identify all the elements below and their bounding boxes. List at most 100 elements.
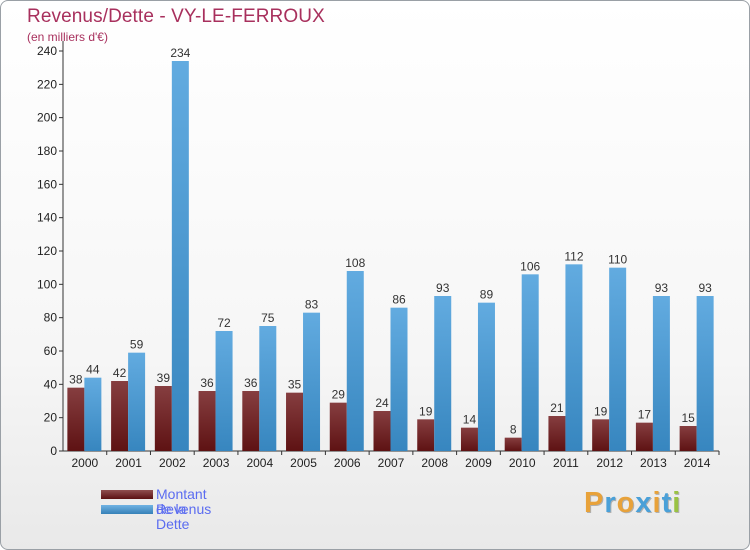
bar-dette [198,391,216,451]
x-tick-label: 2008 [421,456,448,470]
y-tick-label: 60 [44,344,58,358]
y-tick-label: 220 [37,77,57,91]
logo-letter: o [616,487,636,519]
bar-dette [592,419,610,451]
data-label: 75 [261,311,275,325]
data-label: 21 [550,401,564,415]
logo-letter: i [652,487,662,519]
x-tick-label: 2013 [640,456,667,470]
data-label: 42 [113,366,127,380]
bar-revenus [215,331,233,451]
x-tick-label: 2009 [465,456,492,470]
data-label: 39 [157,371,171,385]
y-tick-label: 100 [37,277,57,291]
bar-revenus [477,302,495,451]
data-label: 8 [510,423,517,437]
x-tick-label: 2010 [509,456,536,470]
bar-dette [111,381,129,451]
bar-revenus [652,296,670,451]
bar-revenus [521,274,539,451]
chart-subtitle: (en milliers d'€) [27,30,108,44]
bar-revenus [565,264,583,451]
bar-dette [460,427,478,451]
y-tick-label: 40 [44,377,58,391]
data-label: 38 [69,373,83,387]
data-label: 29 [332,388,346,402]
bar-dette [242,391,260,451]
x-tick-label: 2012 [596,456,623,470]
logo-letter: x [635,487,653,519]
data-label: 93 [655,281,669,295]
data-label: 93 [436,281,450,295]
data-label: 112 [564,249,583,263]
data-label: 24 [375,396,389,410]
bar-revenus [434,296,452,451]
bar-dette [154,386,172,451]
logo-letter: r [604,487,617,519]
x-tick-label: 2000 [72,456,99,470]
bar-dette [67,387,85,451]
y-tick-label: 140 [37,211,57,225]
data-label: 72 [217,316,231,330]
logo-letter: i [672,487,682,519]
x-tick-label: 2007 [378,456,405,470]
data-label: 59 [130,338,144,352]
x-tick-label: 2001 [115,456,142,470]
bar-revenus [128,352,146,451]
bar-revenus [696,296,714,451]
bar-dette [373,411,391,451]
data-label: 93 [698,281,712,295]
data-label: 110 [608,253,627,267]
bar-revenus [84,377,102,451]
data-label: 106 [520,259,540,273]
legend-label-revenus: Revenus [156,501,212,517]
bar-dette [417,419,435,451]
y-tick-label: 160 [37,177,57,191]
data-label: 83 [305,298,319,312]
bar-revenus [609,267,627,451]
data-label: 35 [288,378,302,392]
bar-dette [504,437,522,451]
data-label: 44 [86,363,100,377]
data-label: 19 [419,404,433,418]
legend-label-dette: Montant de la Dette [156,486,207,532]
chart-title: Revenus/Dette - VY-LE-FERROUX [27,6,325,27]
x-tick-label: 2006 [334,456,361,470]
y-tick-label: 240 [37,44,57,58]
bar-dette [286,392,304,451]
y-tick-label: 120 [37,244,57,258]
x-tick-label: 2005 [290,456,317,470]
proxiti-logo: Proxiti [584,487,681,520]
y-tick-label: 200 [37,111,57,125]
bar-revenus [259,326,277,451]
x-tick-label: 2011 [553,456,579,470]
bar-dette [329,402,347,451]
x-tick-label: 2004 [246,456,273,470]
x-tick-label: 2003 [203,456,230,470]
bar-revenus [390,307,408,451]
y-tick-label: 180 [37,144,57,158]
data-label: 15 [681,411,695,425]
legend-swatch-dette [101,490,153,499]
data-label: 36 [200,376,214,390]
x-tick-label: 2002 [159,456,186,470]
data-label: 14 [463,413,477,427]
data-label: 86 [392,293,406,307]
logo-letter: P [584,487,605,519]
x-tick-label: 2014 [684,456,711,470]
bar-revenus [303,312,321,451]
data-label: 17 [638,408,652,422]
bar-revenus [171,61,189,451]
data-label: 19 [594,404,608,418]
logo-letter: t [661,487,673,519]
bar-dette [679,426,697,451]
bar-revenus [346,271,364,451]
legend-swatch-revenus [101,505,153,514]
data-label: 108 [345,256,365,270]
data-label: 89 [480,288,494,302]
data-label: 36 [244,376,258,390]
bar-dette [635,422,653,451]
bar-dette [548,416,566,451]
data-label: 234 [170,46,190,60]
